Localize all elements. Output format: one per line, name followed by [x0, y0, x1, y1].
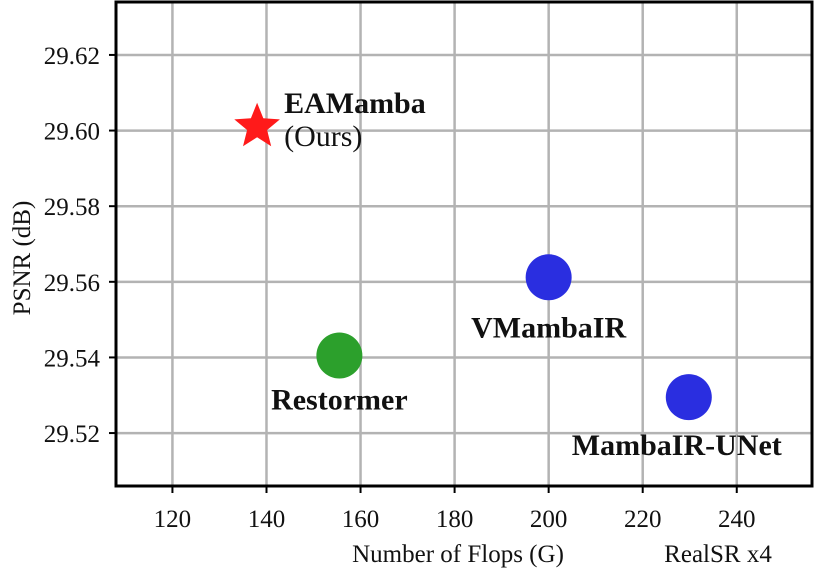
plot-frame — [114, 0, 814, 488]
circle-marker — [525, 254, 572, 301]
point-label: MambaIR-UNet — [572, 429, 782, 462]
y-tick-label: 29.52 — [44, 421, 100, 448]
y-axis-title: PSNR (dB) — [9, 201, 36, 316]
y-tick-labels: 29.52 29.54 29.56 29.58 29.60 29.62 — [44, 43, 101, 448]
y-tick-label: 29.54 — [44, 345, 101, 372]
point-label: Restormer — [271, 384, 408, 417]
x-tick-labels: 120 140 160 180 200 220 240 — [154, 506, 756, 533]
circle-marker — [316, 332, 363, 379]
x-tick-label: 220 — [624, 506, 662, 533]
point-label: EAMamba — [284, 87, 426, 120]
dataset-annotation: RealSR x4 — [664, 541, 772, 568]
data-points — [234, 102, 712, 421]
circle-marker — [665, 374, 712, 421]
y-tick-label: 29.62 — [44, 43, 100, 70]
point-sublabel: (Ours) — [284, 120, 362, 153]
grid — [109, 2, 812, 493]
x-tick-label: 140 — [248, 506, 286, 533]
point-labels: EAMamba(Ours) Restormer VMambaIR MambaIR-UN… — [271, 87, 782, 462]
y-tick-label: 29.58 — [44, 194, 100, 221]
x-tick-label: 200 — [530, 506, 568, 533]
x-tick-label: 160 — [342, 506, 380, 533]
y-tick-label: 29.56 — [44, 270, 100, 297]
x-axis-title: Number of Flops (G) — [352, 541, 564, 568]
y-tick-label: 29.60 — [44, 119, 100, 146]
x-tick-label: 240 — [718, 506, 756, 533]
x-tick-label: 120 — [154, 506, 192, 533]
point-label: VMambaIR — [471, 311, 626, 344]
star-marker — [234, 102, 280, 147]
x-tick-label: 180 — [436, 506, 474, 533]
